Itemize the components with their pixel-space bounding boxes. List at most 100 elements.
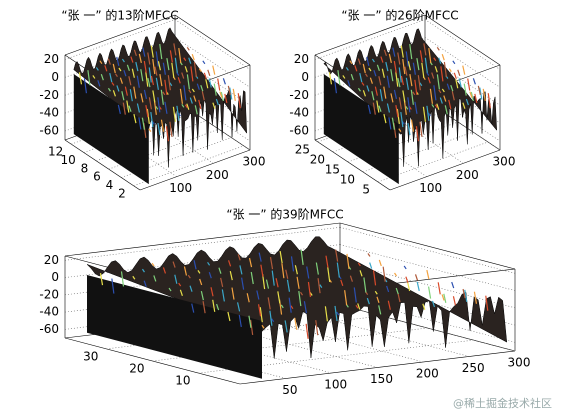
surface-texture bbox=[407, 97, 411, 113]
surface-texture bbox=[99, 60, 103, 64]
surface-texture bbox=[104, 65, 108, 72]
surface-texture bbox=[388, 53, 392, 64]
surface-texture bbox=[443, 95, 447, 102]
surface-texture bbox=[405, 51, 409, 67]
surface-texture bbox=[229, 271, 233, 281]
surface-texture bbox=[397, 77, 401, 88]
x-tick-label: 50 bbox=[282, 383, 297, 397]
surface-texture bbox=[130, 56, 134, 63]
surface-texture bbox=[227, 260, 232, 267]
surface-texture bbox=[177, 77, 181, 84]
z-tick-label: -20 bbox=[39, 287, 59, 301]
surface-texture bbox=[473, 291, 478, 304]
surface-texture bbox=[367, 104, 371, 114]
surface-texture bbox=[212, 65, 216, 75]
x-tick-label: 300 bbox=[493, 155, 516, 169]
surface-texture bbox=[184, 104, 188, 109]
grid-line bbox=[424, 37, 501, 88]
surface-texture bbox=[138, 53, 142, 64]
surface-texture bbox=[294, 265, 298, 275]
surface-texture bbox=[353, 287, 357, 303]
surface-texture bbox=[112, 63, 116, 74]
surface-texture bbox=[157, 61, 161, 71]
surface-texture bbox=[169, 121, 173, 137]
surface-texture bbox=[457, 69, 461, 76]
surface-texture bbox=[410, 119, 415, 132]
surface-texture bbox=[151, 262, 155, 267]
surface-texture bbox=[155, 77, 159, 90]
z-tick-label: -60 bbox=[39, 322, 59, 336]
surface-texture bbox=[203, 72, 207, 79]
y-tick-label: 4 bbox=[106, 178, 114, 192]
surface-texture bbox=[306, 266, 310, 279]
surface-texture bbox=[407, 61, 411, 71]
surface-texture bbox=[183, 85, 187, 101]
surface-texture bbox=[345, 67, 349, 71]
surface-texture bbox=[207, 261, 211, 266]
surface-texture bbox=[143, 89, 148, 100]
surface-texture bbox=[386, 75, 390, 88]
z-tick-label: -20 bbox=[39, 88, 59, 102]
z-tick-label: -40 bbox=[289, 106, 309, 120]
surface-texture bbox=[213, 83, 217, 96]
grid-line bbox=[64, 227, 341, 261]
surface-texture bbox=[217, 78, 221, 91]
surface-texture bbox=[410, 89, 414, 105]
surface-texture bbox=[121, 58, 125, 63]
y-tick-label: 10 bbox=[60, 153, 75, 167]
x-tick-label: 300 bbox=[243, 155, 266, 169]
surface-texture bbox=[315, 320, 319, 336]
surface-texture bbox=[409, 43, 413, 60]
surface-texture bbox=[277, 291, 281, 304]
surface-texture bbox=[485, 295, 489, 311]
surface-texture bbox=[181, 72, 185, 79]
surface-texture bbox=[452, 296, 457, 306]
y-tick-label: 5 bbox=[362, 183, 370, 197]
surface-texture bbox=[239, 265, 243, 275]
surface-texture bbox=[436, 46, 440, 51]
surface-texture bbox=[398, 128, 402, 132]
surface bbox=[86, 236, 508, 359]
surface-texture bbox=[378, 259, 382, 267]
axis-box bbox=[174, 14, 251, 66]
surface-texture bbox=[364, 73, 368, 77]
axis-box bbox=[314, 139, 391, 191]
grid-line bbox=[174, 37, 251, 88]
surface-texture bbox=[229, 87, 233, 100]
surface-texture bbox=[394, 272, 398, 277]
surface-texture bbox=[141, 268, 145, 273]
surface bbox=[73, 27, 247, 168]
surface-texture bbox=[482, 88, 486, 101]
surface-texture bbox=[190, 66, 194, 82]
surface-texture bbox=[363, 277, 367, 293]
surface-texture bbox=[221, 289, 225, 302]
surface-texture bbox=[462, 65, 466, 75]
surface-texture bbox=[162, 91, 166, 96]
axis-box bbox=[64, 222, 341, 257]
surface-texture bbox=[126, 64, 130, 72]
surface-texture bbox=[99, 273, 104, 286]
surface-texture bbox=[415, 126, 420, 142]
surface-texture bbox=[231, 287, 235, 300]
surface-texture bbox=[441, 54, 445, 61]
surface-texture bbox=[250, 319, 254, 336]
surface-texture bbox=[216, 303, 220, 311]
surface-texture bbox=[427, 77, 431, 84]
surface-texture bbox=[440, 66, 444, 82]
surface-texture bbox=[138, 117, 142, 130]
surface-texture bbox=[201, 91, 205, 101]
y-tick-label: 25 bbox=[295, 143, 310, 157]
surface-texture bbox=[315, 262, 319, 275]
surface-texture bbox=[145, 104, 149, 118]
surface-texture bbox=[438, 57, 442, 64]
surface-texture bbox=[186, 46, 190, 51]
axis-box bbox=[314, 14, 426, 56]
surface-texture bbox=[173, 43, 177, 56]
surface-texture bbox=[374, 290, 378, 295]
surface-texture bbox=[197, 270, 201, 274]
surface-texture bbox=[395, 104, 399, 118]
grid-line bbox=[198, 339, 474, 374]
surface-texture bbox=[393, 60, 397, 74]
surface-texture bbox=[357, 58, 361, 65]
